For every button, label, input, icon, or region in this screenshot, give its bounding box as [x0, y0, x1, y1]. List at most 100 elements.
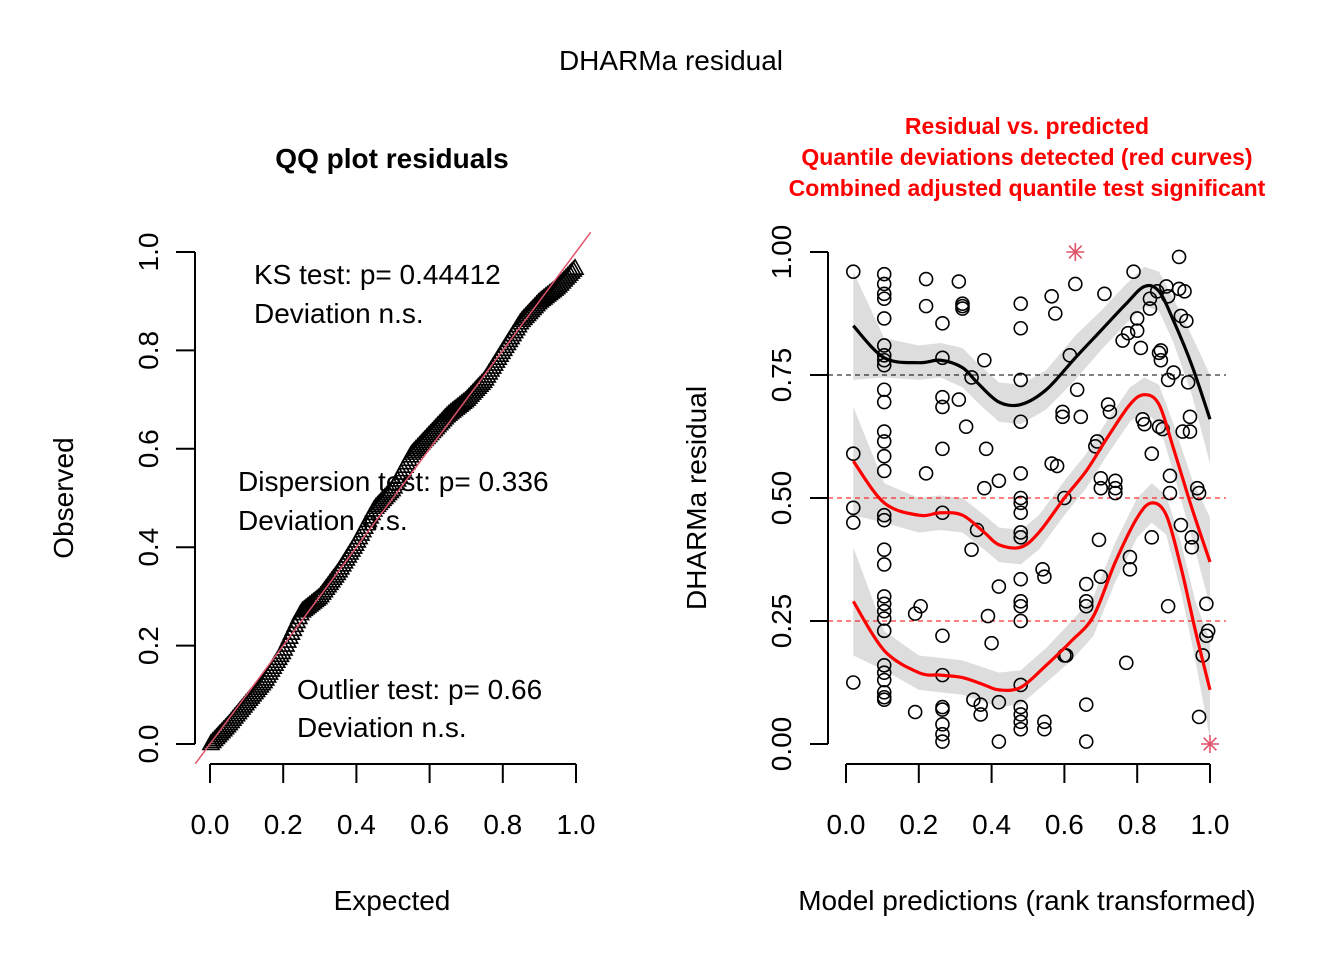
residual-x-axis: 0.0 0.2 0.4 0.6 0.8 1.0: [827, 763, 1229, 840]
residual-point: [876, 507, 892, 523]
residual-point: [1166, 365, 1181, 380]
residual-x-tick-label: 0.6: [1045, 809, 1084, 840]
residual-point: [1179, 313, 1194, 329]
outlier-asterisk: [1066, 243, 1085, 261]
residual-point: [1171, 249, 1187, 265]
residual-point: [1177, 284, 1192, 299]
residual-point: [1115, 333, 1130, 348]
residual-point: [935, 717, 950, 732]
residual-point: [1142, 301, 1158, 316]
residual-point: [1057, 490, 1072, 506]
residual-point: [1160, 598, 1176, 614]
residual-point: [1013, 296, 1029, 311]
residual-point: [918, 271, 934, 287]
residual-point: [1013, 372, 1029, 388]
residual-point: [876, 394, 892, 410]
residual-point: [1055, 404, 1070, 420]
residual-point: [980, 608, 996, 624]
residual-point: [1162, 485, 1178, 501]
residual-point: [1013, 525, 1029, 540]
residual-point: [1013, 594, 1029, 609]
residual-point: [935, 399, 950, 415]
residual-point: [1013, 677, 1029, 693]
residual-point: [1058, 648, 1074, 663]
residual-point: [1137, 416, 1152, 432]
residual-point: [1013, 414, 1029, 430]
residual-point: [951, 392, 967, 407]
residual-point: [978, 441, 994, 457]
confidence-band-q0.75: [853, 266, 1210, 464]
residual-point: [876, 448, 892, 464]
residual-point: [973, 707, 988, 722]
residual-point: [1013, 320, 1029, 336]
dispersion-test-deviation: Deviation n.s.: [238, 505, 408, 536]
residual-point: [1055, 409, 1070, 425]
residual-point: [876, 276, 892, 292]
qq-x-axis-label: Expected: [334, 885, 451, 916]
residual-x-tick-label: 0.2: [899, 809, 938, 840]
residual-point: [1078, 598, 1094, 614]
residual-point: [876, 589, 892, 604]
residual-point: [1013, 466, 1029, 481]
residual-point: [1049, 458, 1065, 474]
residual-point: [1118, 655, 1134, 671]
residual-point: [935, 628, 950, 644]
qq-y-tick-label: 0.4: [133, 528, 164, 567]
residual-point: [1199, 628, 1214, 644]
residual-point: [1037, 714, 1052, 730]
residual-point: [1144, 530, 1160, 545]
residual-point: [1013, 707, 1029, 722]
residual-vs-predicted-panel: Residual vs. predicted Quantile deviatio…: [681, 113, 1266, 916]
residual-point: [876, 623, 892, 639]
residual-point: [1037, 569, 1052, 585]
residual-point: [1037, 721, 1052, 737]
residual-point: [1035, 562, 1050, 577]
qq-x-tick-label: 1.0: [557, 809, 596, 840]
confidence-band-q0.5: [853, 377, 1210, 607]
qq-x-axis: 0.0 0.2 0.4 0.6 0.8 1.0: [191, 763, 596, 840]
residual-point: [876, 266, 892, 282]
residual-point: [1048, 306, 1063, 321]
qq-y-tick-label: 1.0: [133, 233, 164, 272]
residual-point: [1122, 562, 1138, 577]
residual-point: [1184, 539, 1200, 555]
residual-point: [1013, 530, 1029, 545]
residual-point: [1093, 471, 1109, 486]
residual-y-tick-label: 0.75: [766, 348, 797, 403]
residual-point: [966, 692, 981, 708]
residual-x-tick-label: 0.0: [827, 809, 866, 840]
residual-point: [1151, 345, 1167, 361]
residual-point: [918, 466, 934, 481]
residual-point: [1191, 709, 1207, 725]
quantile-regression-curves: [851, 283, 1212, 692]
residual-point: [876, 291, 892, 307]
qq-point: [307, 588, 327, 606]
residual-point: [876, 611, 892, 626]
residual-point: [1108, 485, 1123, 501]
qq-x-tick-label: 0.0: [191, 809, 230, 840]
residual-point: [876, 603, 892, 619]
ks-test-deviation: Deviation n.s.: [254, 298, 424, 329]
residual-point: [845, 446, 861, 462]
qq-x-tick-label: 0.8: [483, 809, 522, 840]
residual-point: [991, 734, 1007, 749]
residual-point: [1013, 721, 1029, 737]
outlier-asterisk: [1201, 735, 1219, 753]
residual-point: [876, 338, 892, 353]
residual-y-axis: 0.00 0.25 0.50 0.75 1.00: [766, 225, 829, 771]
residual-point: [1013, 598, 1029, 614]
residual-point: [1102, 404, 1118, 420]
residual-point: [1013, 571, 1029, 587]
residual-point: [1160, 372, 1176, 388]
residual-point: [1173, 517, 1189, 533]
residual-point: [1044, 288, 1059, 304]
residual-point: [845, 675, 861, 690]
qq-plot-title: QQ plot residuals: [275, 143, 508, 174]
residual-point: [977, 352, 992, 368]
qq-y-tick-label: 0.8: [133, 331, 164, 370]
qq-y-tick-label: 0.6: [133, 429, 164, 468]
residual-point: [1013, 613, 1029, 629]
residual-point: [1184, 530, 1200, 545]
residual-point: [935, 702, 950, 717]
residual-point: [876, 382, 892, 398]
